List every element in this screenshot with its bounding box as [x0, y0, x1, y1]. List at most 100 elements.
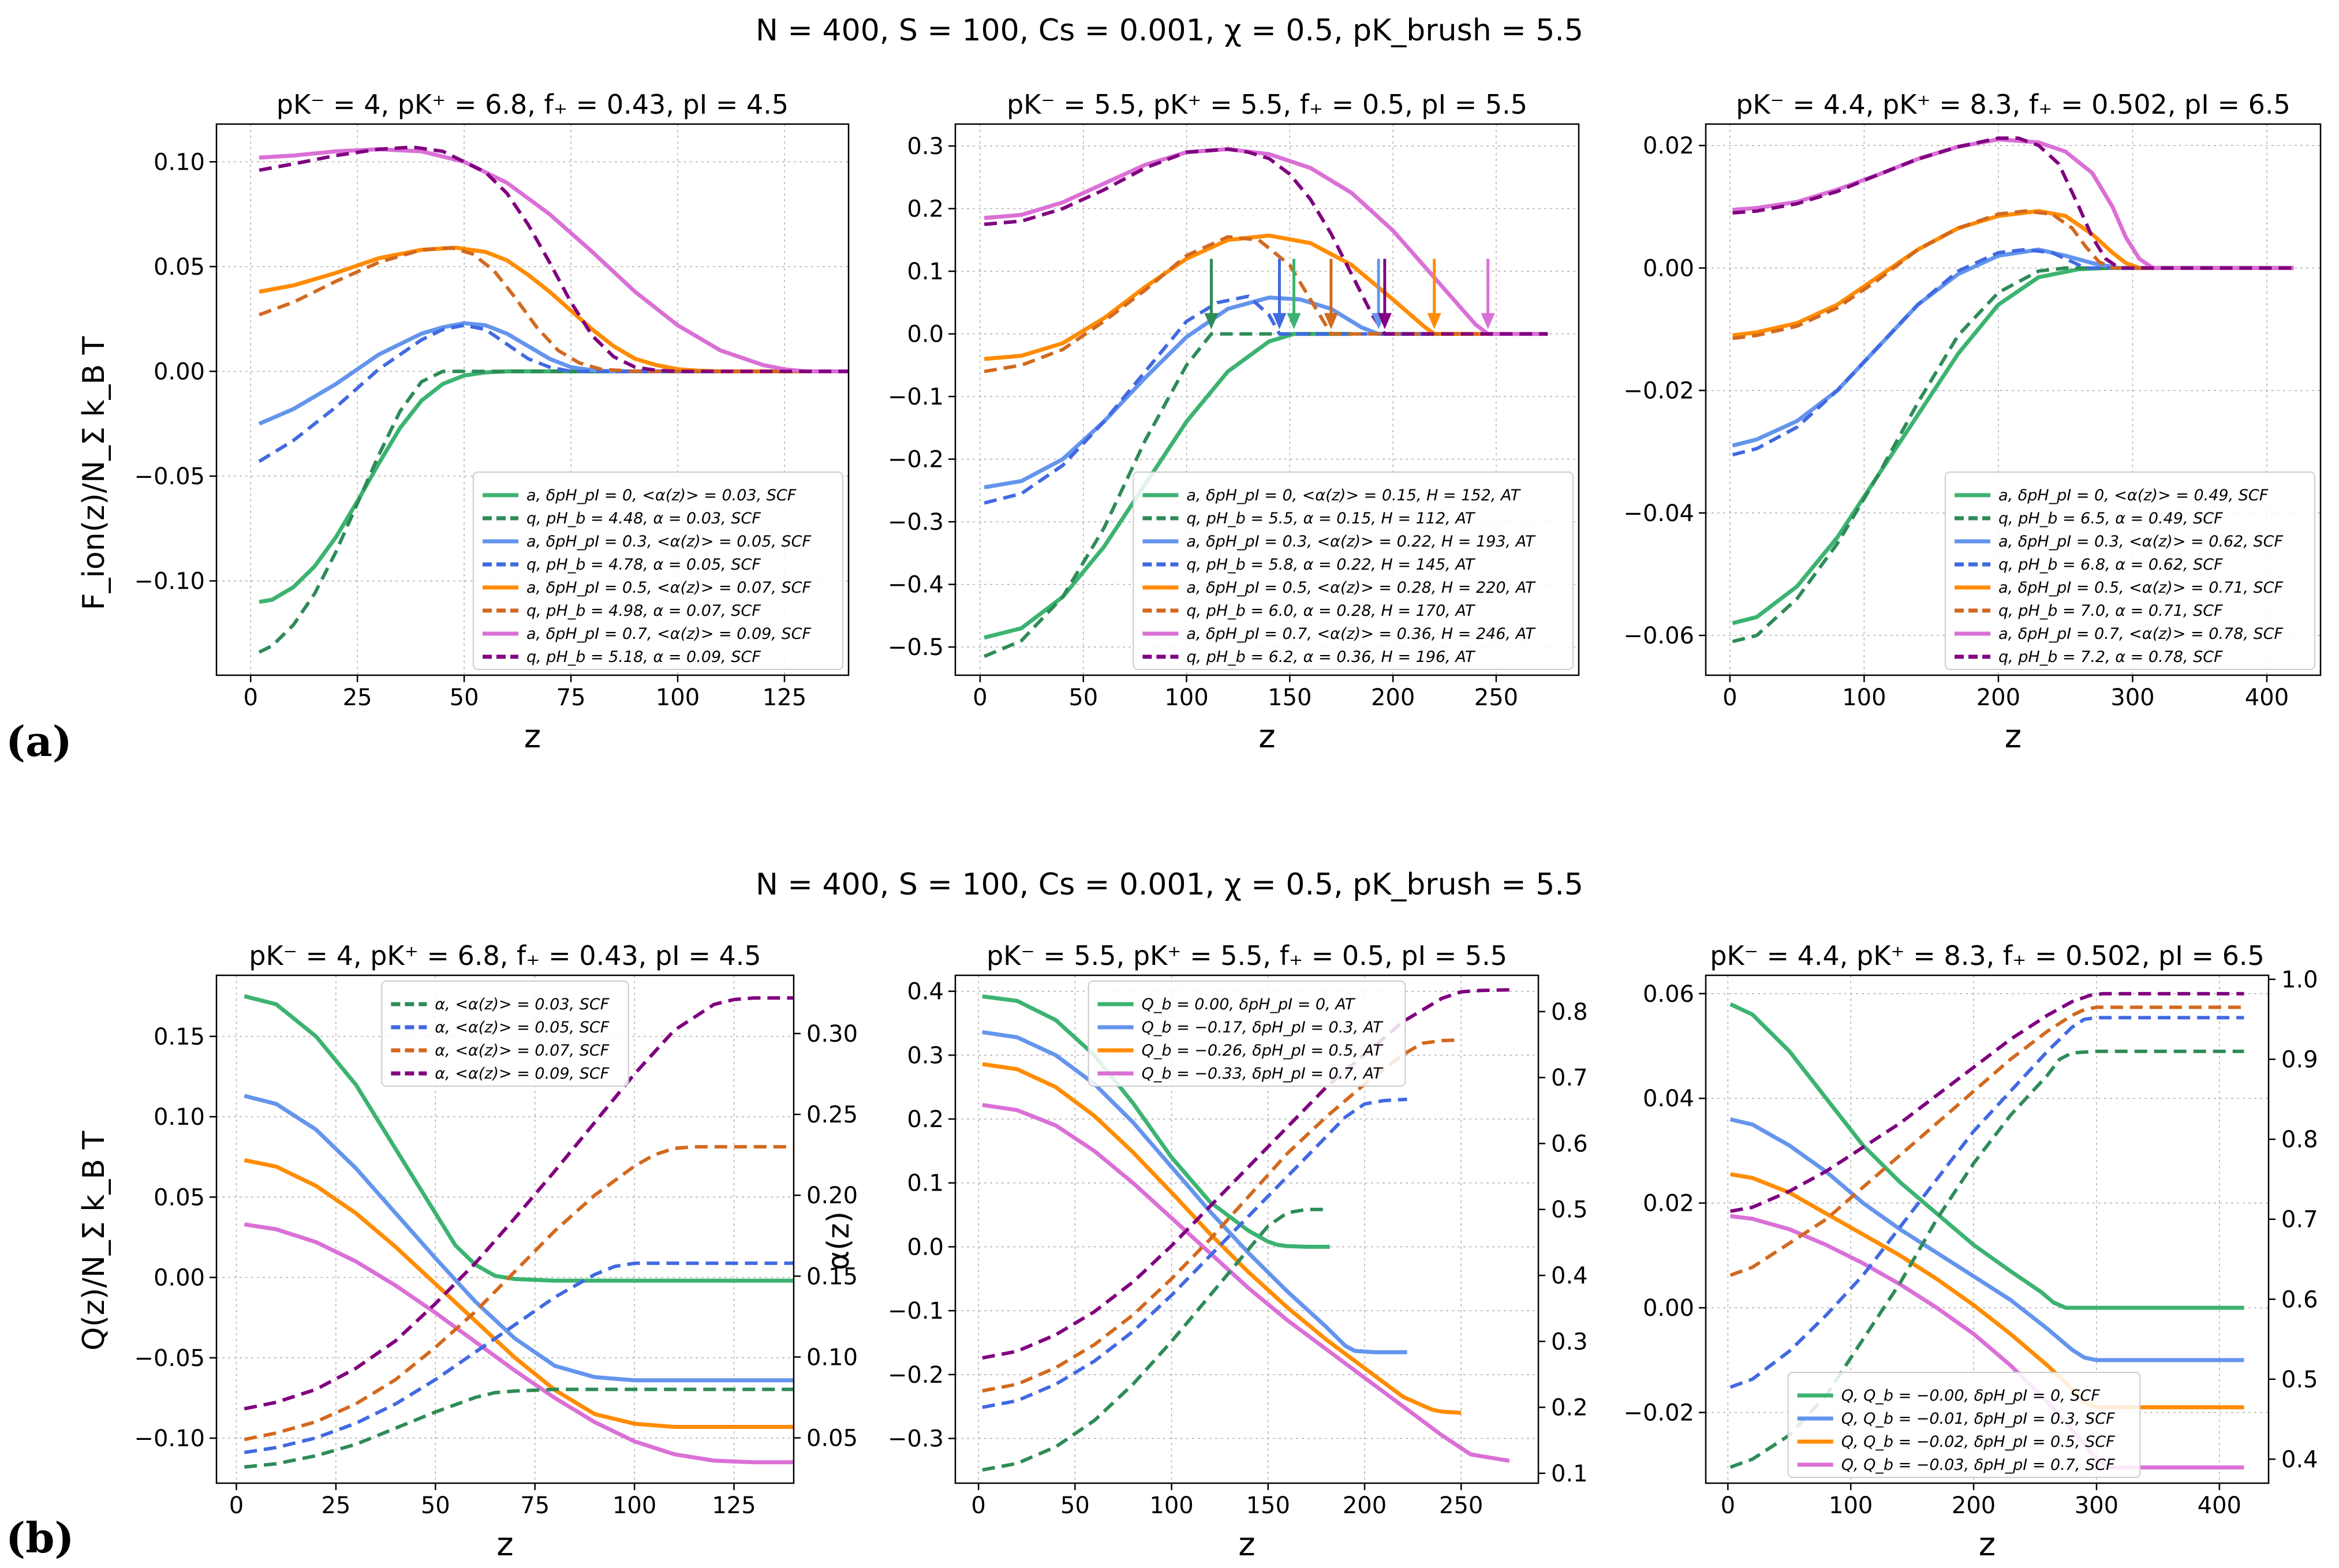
legend-label: a, δpH_pI = 0, <α(z)> = 0.03, SCF: [526, 487, 797, 504]
series-line: [982, 988, 1509, 1360]
x-tick-label: 50: [1068, 684, 1098, 711]
series-line: [984, 332, 1352, 640]
series-line: [982, 1030, 1407, 1354]
y-tick-label: 0.1: [907, 1170, 944, 1197]
legend-label: a, δpH_pI = 0.5, <α(z)> = 0.28, H = 220,…: [1186, 579, 1536, 597]
y-tick-label: 0.0: [907, 321, 944, 348]
y-tick-label: −0.1: [888, 1298, 944, 1324]
x-tick-label: 100: [1164, 684, 1208, 711]
y-tick-label: −0.1: [888, 384, 944, 410]
x-tick-label: 25: [343, 684, 372, 711]
x-axis-label: z: [1238, 1526, 1255, 1563]
y-tick-label: 0.3: [907, 1042, 944, 1069]
y-tick-label: 0.3: [907, 133, 944, 160]
x-tick-label: 125: [763, 684, 806, 711]
y-tick-label: 0.10: [154, 1104, 205, 1131]
legend-box: [381, 981, 629, 1087]
y-right-tick-label: 0.6: [1551, 1131, 1588, 1157]
series-line: [244, 1261, 794, 1454]
row-a-ylabel: F_ion(z)/N_Σ k_B T: [77, 336, 111, 610]
legend-box: [473, 471, 843, 670]
y-tick-label: −0.04: [1623, 500, 1694, 527]
panel-title-b3: pK⁻ = 4.4, pK⁺ = 8.3, f₊ = 0.502, pI = 6…: [1710, 940, 2265, 971]
panel-a2: pK⁻ = 5.5, pK⁺ = 5.5, f₊ = 0.5, pI = 5.5…: [888, 89, 1580, 755]
x-tick-label: 125: [712, 1492, 756, 1519]
axes-frame: [1705, 123, 2322, 676]
legend-label: q, pH_b = 4.48, α = 0.03, SCF: [526, 510, 761, 527]
y-tick-label: −0.02: [1623, 1400, 1694, 1427]
legend-label: a, δpH_pI = 0.3, <α(z)> = 0.62, SCF: [1998, 533, 2284, 551]
legend-label: Q, Q_b = −0.02, δpH_pI = 0.5, SCF: [1841, 1433, 2115, 1451]
legend-label: a, δpH_pI = 0.7, <α(z)> = 0.78, SCF: [1998, 625, 2284, 643]
axes-frame: [954, 123, 1580, 676]
x-tick-label: 200: [1976, 684, 2020, 711]
y-right-tick-label: 0.7: [1551, 1065, 1588, 1091]
legend-label: Q, Q_b = −0.00, δpH_pI = 0, SCF: [1841, 1387, 2101, 1405]
y-tick-label: −0.06: [1623, 623, 1694, 649]
series-group: [982, 988, 1510, 1472]
x-axis-label: z: [496, 1526, 513, 1563]
y-tick-label: 0.05: [154, 254, 205, 280]
series-group: [244, 994, 794, 1469]
series-line: [982, 1062, 1462, 1415]
series-line: [1729, 1005, 2244, 1277]
x-tick-label: 400: [2245, 684, 2289, 711]
y-tick-label: 0.4: [907, 979, 944, 1005]
legend-label: q, pH_b = 6.0, α = 0.28, H = 170, AT: [1186, 602, 1475, 620]
legend-label: α, <α(z)> = 0.09, SCF: [435, 1065, 609, 1083]
legend: Q_b = 0.00, δpH_pI = 0, AT Q_b = −0.17, δ…: [1088, 981, 1406, 1087]
series-line: [1729, 1117, 2244, 1363]
y-right-tick-label: 0.05: [806, 1425, 858, 1452]
series-line: [1730, 991, 2244, 1213]
panel-title-a2: pK⁻ = 5.5, pK⁺ = 5.5, f₊ = 0.5, pI = 5.5: [1007, 89, 1527, 120]
series-group: [983, 147, 1548, 658]
y-tick-label: 0.15: [154, 1024, 205, 1050]
legend-label: a, δpH_pI = 0.7, <α(z)> = 0.36, H = 246,…: [1186, 625, 1536, 643]
arrow-head: [1427, 313, 1441, 330]
series-line: [1732, 266, 2294, 643]
x-tick-label: 300: [2075, 1492, 2118, 1519]
y-tick-label: −0.2: [888, 447, 944, 473]
panel-b3: pK⁻ = 4.4, pK⁺ = 8.3, f₊ = 0.502, pI = 6…: [1623, 940, 2318, 1563]
arrow-head: [1204, 313, 1219, 330]
y-tick-label: 0.06: [1643, 981, 1694, 1008]
x-tick-label: 0: [243, 684, 257, 711]
y-right-tick-label: 0.25: [806, 1102, 858, 1128]
x-tick-label: 0: [971, 1492, 985, 1519]
y-right-tick-label: 0.6: [2281, 1286, 2318, 1313]
y-tick-label: 0.00: [154, 358, 205, 385]
x-tick-label: 100: [1149, 1492, 1193, 1519]
panel-title-a3: pK⁻ = 4.4, pK⁺ = 8.3, f₊ = 0.502, pI = 6…: [1736, 89, 2291, 120]
series-line: [1729, 1049, 2244, 1469]
y-right-tick-label: 0.2: [1551, 1395, 1588, 1421]
legend-label: Q_b = −0.26, δpH_pI = 0.5, AT: [1142, 1042, 1384, 1060]
y-tick-label: 0.02: [1643, 133, 1694, 159]
x-tick-label: 100: [1842, 684, 1886, 711]
series-line: [1732, 209, 2294, 338]
y-right-tick-label: 0.5: [2281, 1367, 2318, 1393]
x-tick-label: 200: [1343, 1492, 1387, 1519]
x-axis-label: z: [1979, 1526, 1996, 1563]
legend-box: [1945, 471, 2315, 670]
y-tick-label: −0.10: [134, 1425, 205, 1452]
panel-a1: pK⁻ = 4, pK⁺ = 6.8, f₊ = 0.43, pI = 4.5 0…: [134, 89, 850, 755]
row-b-panel-label: (b): [6, 1513, 74, 1562]
x-tick-label: 250: [1439, 1492, 1483, 1519]
axes-frame: [215, 974, 795, 1484]
y-right-tick-label: 0.9: [2281, 1047, 2318, 1073]
y-right-tick-label: 0.30: [806, 1021, 858, 1047]
series-line: [258, 246, 849, 373]
y-right-tick-label: 0.4: [1551, 1263, 1588, 1289]
x-tick-label: 0: [1721, 1492, 1735, 1519]
legend-label: q, pH_b = 6.5, α = 0.49, SCF: [1998, 510, 2223, 527]
y-tick-label: −0.05: [134, 463, 205, 490]
x-tick-label: 150: [1268, 684, 1312, 711]
legend-label: Q_b = 0.00, δpH_pI = 0, AT: [1142, 996, 1356, 1013]
x-tick-label: 400: [2198, 1492, 2241, 1519]
legend-label: a, δpH_pI = 0.3, <α(z)> = 0.05, SCF: [526, 533, 812, 551]
row-b-ylabel-right: α(z): [821, 1211, 856, 1270]
series-line: [258, 369, 849, 654]
x-axis-label: z: [1258, 718, 1275, 755]
series-line: [1732, 209, 2294, 340]
legend: a, δpH_pI = 0, <α(z)> = 0.03, SCF q, pH_b…: [473, 471, 843, 670]
